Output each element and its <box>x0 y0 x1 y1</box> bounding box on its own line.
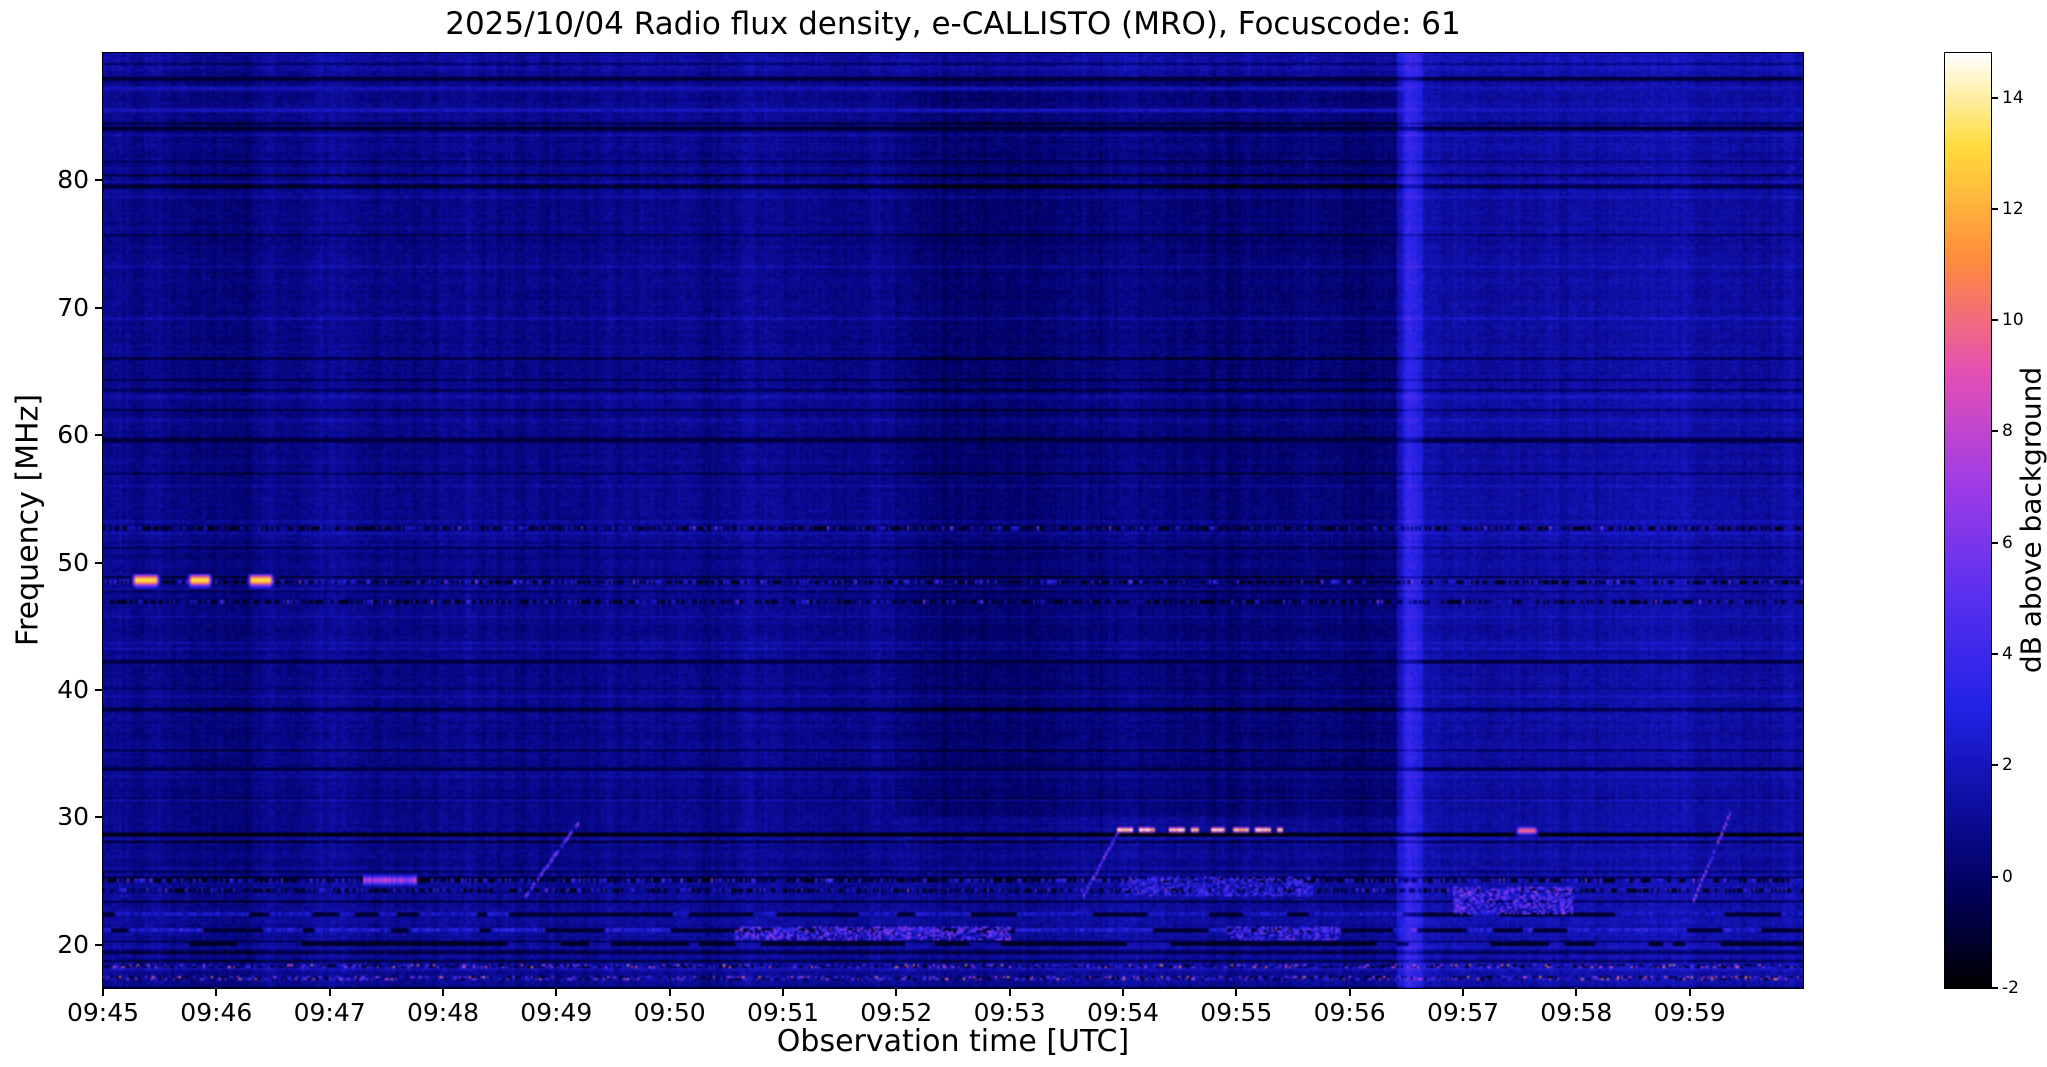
x-tick-mark <box>555 988 558 996</box>
x-tick-label: 09:55 <box>1200 998 1273 1027</box>
x-tick-label: 09:54 <box>1086 998 1160 1027</box>
colorbar-tick-mark <box>1991 207 1998 210</box>
x-tick-label: 09:50 <box>633 998 706 1027</box>
spectrogram-heatmap <box>102 52 1804 989</box>
y-tick-mark <box>95 816 103 819</box>
y-tick-mark <box>95 688 103 691</box>
y-tick-mark <box>95 943 103 946</box>
colorbar-tick-mark <box>1991 96 1998 99</box>
colorbar-tick-mark <box>1991 875 1998 878</box>
colorbar-tick-mark <box>1991 319 1998 322</box>
colorbar-tick-label: 12 <box>2002 198 2024 219</box>
x-tick-label: 09:49 <box>520 998 593 1027</box>
y-tick-label: 30 <box>57 802 89 832</box>
x-tick-label: 09:47 <box>293 998 366 1027</box>
x-tick-label: 09:59 <box>1653 998 1726 1027</box>
x-tick-label: 09:48 <box>406 998 480 1027</box>
colorbar-tick-label: 14 <box>2002 87 2024 108</box>
x-tick-label: 09:52 <box>860 998 933 1027</box>
colorbar-tick-mark <box>1991 764 1998 767</box>
y-tick-label: 20 <box>57 929 89 959</box>
x-tick-mark <box>895 988 898 996</box>
x-tick-mark <box>102 988 104 996</box>
y-tick-label: 50 <box>57 547 89 577</box>
colorbar-tick-label: -2 <box>2002 978 2019 998</box>
x-tick-mark <box>668 988 671 996</box>
colorbar-tick-mark <box>1991 987 1998 989</box>
colorbar-tick-label: 2 <box>2002 755 2013 776</box>
x-tick-label: 09:53 <box>973 998 1046 1027</box>
x-tick-label: 09:56 <box>1313 998 1386 1027</box>
y-tick-mark <box>95 561 103 564</box>
x-tick-mark <box>1462 988 1464 996</box>
x-tick-label: 09:51 <box>746 998 820 1027</box>
x-tick-mark <box>1575 988 1578 996</box>
x-axis-label: Observation time [UTC] <box>776 1024 1130 1059</box>
x-tick-mark <box>1235 988 1238 996</box>
y-tick-mark <box>95 306 103 309</box>
y-tick-mark <box>95 179 103 182</box>
x-tick-mark <box>1122 988 1124 996</box>
y-tick-mark <box>95 434 103 437</box>
x-tick-label: 09:58 <box>1540 998 1613 1027</box>
colorbar-tick-label: 10 <box>2002 310 2024 331</box>
x-tick-mark <box>328 988 331 996</box>
x-tick-mark <box>1688 988 1691 996</box>
x-tick-mark <box>782 988 784 996</box>
y-tick-label: 80 <box>57 165 89 195</box>
colorbar-tick-mark <box>1991 541 1998 544</box>
colorbar-tick-mark <box>1991 653 1998 656</box>
x-tick-mark <box>1008 988 1011 996</box>
x-tick-label: 09:45 <box>66 998 140 1027</box>
colorbar-label: dB above background <box>2014 366 2047 674</box>
colorbar-tick-label: 0 <box>2002 866 2013 887</box>
y-tick-label: 40 <box>57 674 89 704</box>
x-tick-mark <box>442 988 444 996</box>
x-tick-mark <box>215 988 218 996</box>
colorbar-tick-label: 6 <box>2002 532 2013 553</box>
chart-title: 2025/10/04 Radio flux density, e-CALLIST… <box>445 6 1461 42</box>
x-tick-mark <box>1348 988 1351 996</box>
colorbar-tick-label: 8 <box>2002 421 2013 442</box>
colorbar-tick-label: 4 <box>2002 644 2013 665</box>
y-tick-label: 70 <box>57 292 89 322</box>
colorbar-tick-mark <box>1991 430 1998 433</box>
y-tick-label: 60 <box>57 420 89 450</box>
x-tick-label: 09:57 <box>1426 998 1500 1027</box>
colorbar <box>1944 52 1992 989</box>
x-tick-label: 09:46 <box>180 998 253 1027</box>
